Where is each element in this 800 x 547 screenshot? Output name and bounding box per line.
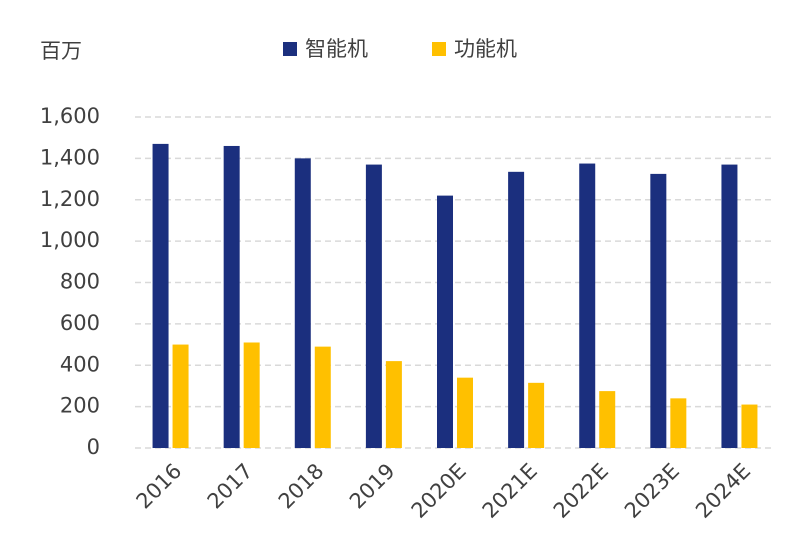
bar (172, 344, 189, 448)
x-tick-label: 2017 (203, 459, 258, 514)
bar (741, 404, 758, 448)
y-tick-label: 1,400 (40, 145, 100, 169)
bar (365, 164, 382, 449)
y-tick-label: 1,600 (40, 104, 100, 128)
legend-label: 智能机 (305, 37, 368, 61)
bar (508, 171, 525, 448)
x-tick-label: 2022E (549, 459, 613, 523)
bar (314, 346, 331, 448)
bar (152, 143, 169, 449)
y-tick-label: 600 (60, 311, 100, 335)
x-tick-label: 2018 (274, 459, 329, 514)
y-tick-label: 400 (60, 352, 100, 376)
bar (223, 145, 240, 448)
y-unit-label: 百万 (40, 39, 82, 63)
y-tick-label: 1,200 (40, 187, 100, 211)
bar (457, 377, 473, 448)
bar (294, 158, 311, 448)
x-tick-label: 2021E (478, 459, 542, 523)
bar (243, 342, 260, 448)
bar (670, 398, 687, 448)
bar (528, 382, 545, 448)
bar (721, 164, 738, 449)
y-tick-label: 200 (60, 394, 100, 418)
x-tick-label: 2023E (620, 459, 684, 523)
bar (599, 391, 616, 448)
y-tick-label: 1,000 (40, 228, 100, 252)
bar (650, 173, 667, 448)
bar (385, 361, 402, 448)
legend-swatch (283, 42, 297, 56)
x-tick-label: 2016 (132, 459, 187, 514)
legend-swatch (432, 42, 446, 56)
bar (437, 195, 453, 448)
x-tick-label: 2019 (345, 459, 400, 514)
x-tick-label: 2024E (691, 459, 755, 523)
bar (579, 163, 596, 448)
y-tick-label: 0 (87, 435, 100, 459)
legend-label: 功能机 (454, 37, 517, 61)
y-tick-label: 800 (60, 270, 100, 294)
x-tick-label: 2020E (407, 459, 471, 523)
